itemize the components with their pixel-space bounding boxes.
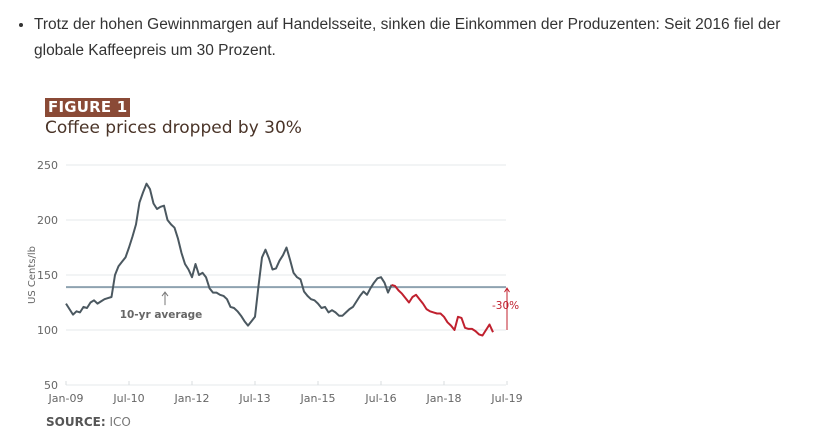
x-tick-label: Jan-12 <box>174 392 210 405</box>
source-label: SOURCE: <box>46 415 106 429</box>
bullet-text: Trotz der hohen Gewinnmargen auf Handels… <box>14 12 794 64</box>
average-label: 10-yr average <box>120 309 203 321</box>
y-axis-label: US Cents/lb <box>27 246 38 304</box>
source-note: SOURCE: ICO <box>46 415 131 429</box>
x-tick-label: Jan-15 <box>300 392 336 405</box>
decline-arrowhead <box>504 287 510 293</box>
y-tick-label: 50 <box>44 379 58 392</box>
price-line <box>65 182 393 327</box>
x-tick-label: Jul-10 <box>112 392 144 405</box>
y-tick-label: 200 <box>37 214 58 227</box>
source-value: ICO <box>109 415 131 429</box>
x-tick-label: Jan-18 <box>426 392 462 405</box>
y-tick-label: 250 <box>37 159 58 172</box>
figure-label: FIGURE 1 <box>45 98 131 117</box>
decline-line <box>391 283 494 337</box>
bullet-item: Trotz der hohen Gewinnmargen auf Handels… <box>34 12 794 64</box>
figure-title: Coffee prices dropped by 30% <box>45 118 302 138</box>
x-tick-label: Jan-09 <box>48 392 84 405</box>
average-arrowhead <box>161 291 169 297</box>
y-tick-label: 100 <box>37 324 58 337</box>
x-tick-label: Jul-16 <box>364 392 396 405</box>
x-tick-label: Jul-13 <box>238 392 270 405</box>
x-tick-label: Jul-19 <box>490 392 522 405</box>
decline-annotation: -30% <box>492 300 519 312</box>
y-tick-label: 150 <box>37 269 58 282</box>
